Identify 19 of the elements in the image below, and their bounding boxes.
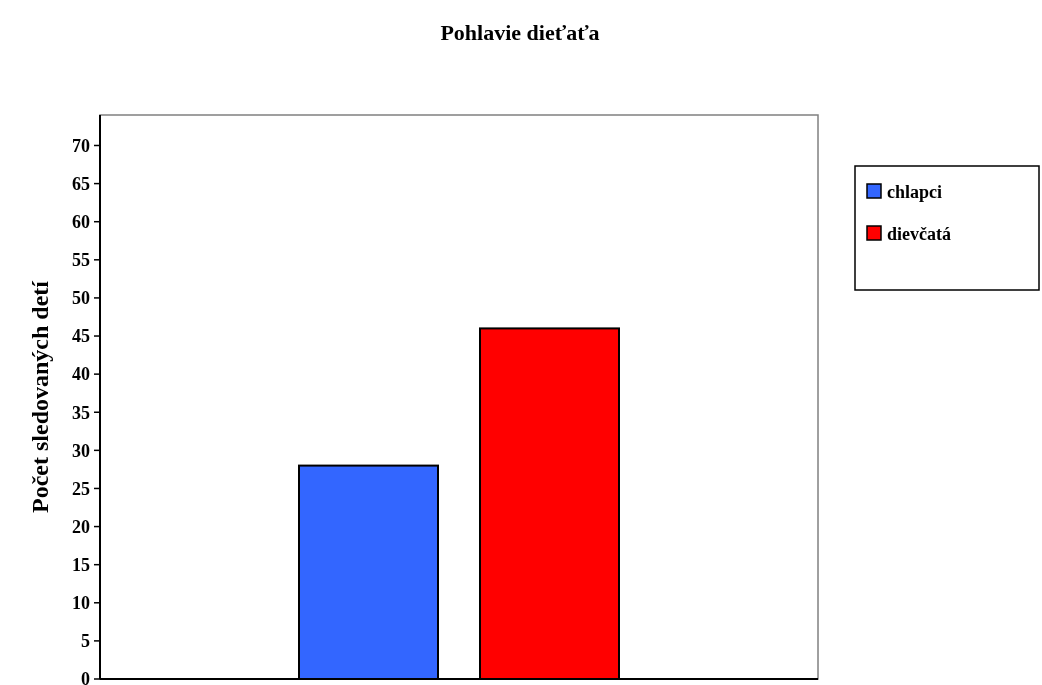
y-tick-label: 45 xyxy=(72,326,90,347)
y-tick-label: 40 xyxy=(72,364,90,385)
y-tick-label: 60 xyxy=(72,212,90,232)
y-tick-label: 35 xyxy=(72,402,90,423)
chart-title: Pohlavie dieťaťa xyxy=(440,20,600,45)
y-tick-label: 10 xyxy=(72,593,90,614)
y-tick-label: 25 xyxy=(72,478,90,499)
y-axis-title: Počet sledovaných detí xyxy=(27,280,53,513)
y-tick-label: 65 xyxy=(72,173,90,194)
y-tick-label: 50 xyxy=(72,288,90,309)
y-tick-label: 20 xyxy=(72,516,90,537)
y-tick-label: 0 xyxy=(81,669,90,685)
y-tick-label: 70 xyxy=(72,135,90,156)
y-tick-label: 5 xyxy=(81,631,90,652)
y-tick-label: 55 xyxy=(72,250,90,271)
legend-label: dievčatá xyxy=(887,224,951,245)
y-tick-label: 30 xyxy=(72,440,90,461)
y-tick-label: 15 xyxy=(72,554,90,575)
legend-label: chlapci xyxy=(887,182,943,203)
